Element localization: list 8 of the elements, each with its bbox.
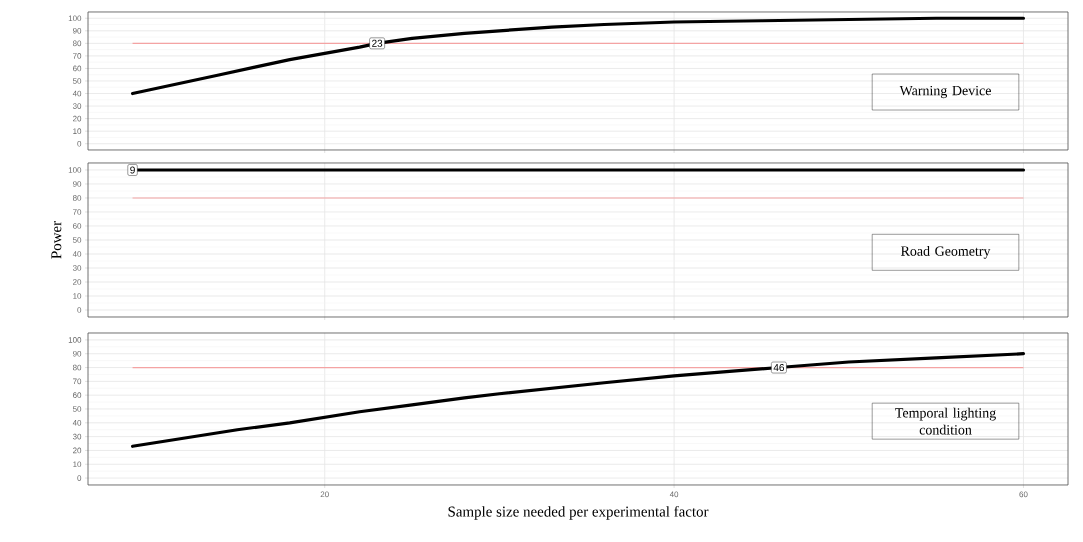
text: Temporal lighting condition: [895, 407, 996, 435]
x-axis-title: Sample size needed per experimental factor: [448, 505, 709, 520]
annotation: 23: [372, 39, 383, 47]
text: Warning Device: [899, 85, 991, 99]
text: Road Geometry: [900, 245, 991, 259]
y-axis-title: Power: [51, 221, 62, 259]
annotation: 46: [773, 364, 785, 372]
annotation: 9: [130, 166, 135, 174]
